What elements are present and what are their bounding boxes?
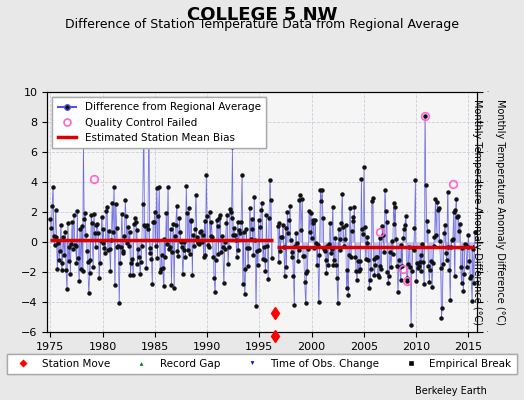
Text: Difference of Station Temperature Data from Regional Average: Difference of Station Temperature Data f… — [65, 18, 459, 31]
Y-axis label: Monthly Temperature Anomaly Difference (°C): Monthly Temperature Anomaly Difference (… — [495, 99, 505, 325]
Text: Berkeley Earth: Berkeley Earth — [416, 386, 487, 396]
Y-axis label: Monthly Temperature Anomaly Difference (°C): Monthly Temperature Anomaly Difference (… — [473, 99, 483, 325]
Legend: Station Move, Record Gap, Time of Obs. Change, Empirical Break: Station Move, Record Gap, Time of Obs. C… — [7, 354, 517, 374]
Legend: Difference from Regional Average, Quality Control Failed, Estimated Station Mean: Difference from Regional Average, Qualit… — [52, 97, 266, 148]
Text: COLLEGE 5 NW: COLLEGE 5 NW — [187, 6, 337, 24]
